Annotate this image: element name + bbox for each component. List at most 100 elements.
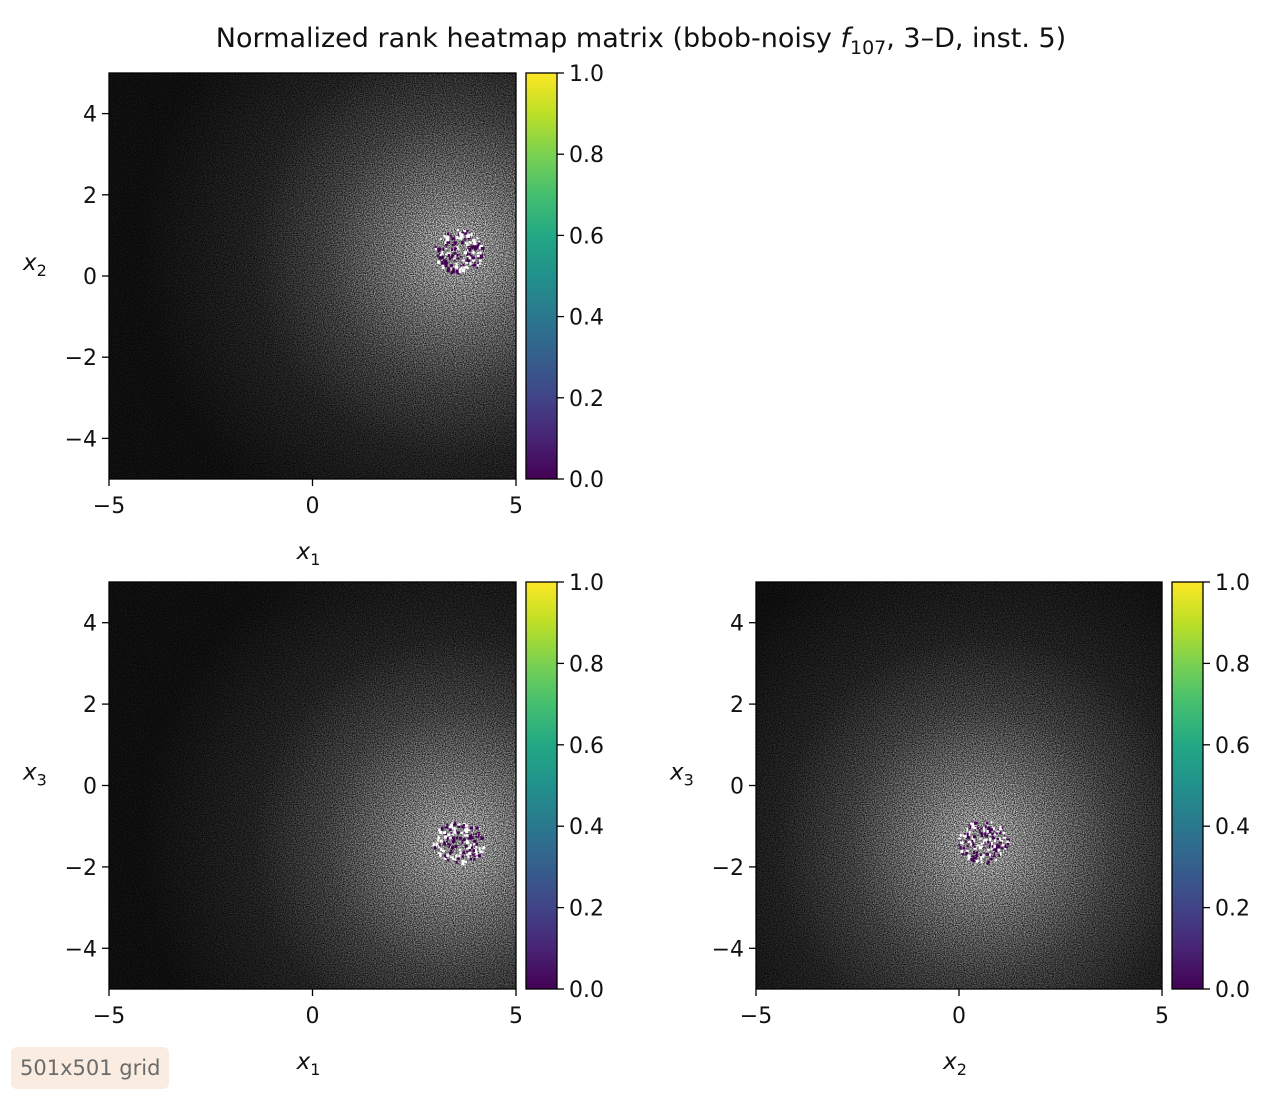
optimum-speckle [471, 256, 475, 260]
optimum-speckle [457, 233, 460, 236]
colorbar-tick-label: 0.4 [569, 815, 604, 840]
optimum-speckle [467, 249, 470, 253]
y-axis-label: x2 [22, 250, 47, 280]
x-tick-label: 5 [509, 494, 523, 519]
optimum-speckle [473, 245, 477, 249]
optimum-region [957, 821, 1011, 865]
optimum-speckle [440, 238, 442, 240]
optimum-speckle [440, 253, 442, 256]
optimum-speckle [453, 257, 456, 260]
colorbar-gradient [1171, 581, 1204, 990]
optimum-speckle [992, 849, 996, 851]
x-tick-label: 0 [306, 494, 320, 519]
optimum-speckle [439, 852, 442, 856]
optimum-speckle [477, 831, 481, 834]
optimum-speckle [447, 267, 450, 269]
optimum-speckle [449, 836, 453, 839]
optimum-speckle [987, 826, 991, 830]
x-tick-label: 0 [306, 1004, 320, 1029]
optimum-speckle [464, 237, 466, 242]
optimum-speckle [989, 854, 992, 857]
y-tick-label: 4 [83, 103, 97, 128]
optimum-speckle [470, 846, 474, 849]
optimum-speckle [444, 843, 447, 846]
optimum-speckle [973, 827, 977, 830]
optimum-speckle [997, 828, 1000, 831]
optimum-speckle [441, 255, 444, 259]
optimum-speckle [986, 821, 989, 825]
optimum-speckle [970, 857, 974, 862]
optimum-speckle [970, 826, 973, 830]
optimum-speckle [987, 860, 991, 863]
colorbar-tick-label: 0.8 [1215, 652, 1250, 677]
optimum-speckle [460, 265, 462, 268]
optimum-speckle [985, 825, 989, 828]
optimum-speckle [469, 826, 474, 830]
figure-title: Normalized rank heatmap matrix (bbob-noi… [216, 23, 1066, 59]
optimum-speckle [980, 845, 984, 848]
optimum-speckle [462, 259, 465, 262]
optimum-speckle [477, 262, 480, 265]
optimum-speckle [478, 262, 481, 265]
optimum-speckle [439, 827, 443, 830]
optimum-speckle [959, 848, 963, 851]
colorbar-tick-label: 0.0 [1215, 978, 1250, 1003]
optimum-speckle [468, 247, 472, 251]
optimum-speckle [973, 850, 976, 855]
optimum-speckle [467, 855, 470, 858]
optimum-speckle [436, 843, 439, 846]
optimum-speckle [995, 849, 998, 853]
optimum-speckle [465, 824, 469, 827]
optimum-speckle [996, 830, 1000, 833]
optimum-speckle [977, 827, 980, 830]
optimum-speckle [980, 827, 983, 830]
optimum-speckle [456, 246, 459, 249]
optimum-speckle [473, 256, 476, 259]
optimum-speckle [456, 254, 459, 257]
optimum-speckle [980, 860, 983, 864]
panel-x1-x2: −5 0 5 −4 −2 0 2 4 x1 x2 0.0 0.2 0.4 0.6 0.8 1.0 [22, 62, 604, 569]
optimum-speckle [1004, 844, 1007, 848]
optimum-speckle [437, 852, 440, 854]
optimum-speckle [457, 831, 461, 834]
optimum-speckle [478, 246, 482, 250]
colorbar-tick-label: 0.8 [569, 143, 604, 168]
optimum-speckle [964, 840, 968, 843]
optimum-speckle [973, 856, 977, 860]
optimum-speckle [983, 830, 986, 833]
optimum-speckle [444, 241, 447, 245]
optimum-speckle [966, 845, 969, 848]
optimum-speckle [971, 822, 974, 826]
optimum-speckle [454, 265, 458, 269]
optimum-speckle [460, 831, 463, 834]
optimum-speckle [443, 855, 447, 857]
colorbar-tick-label: 0.4 [569, 306, 604, 331]
optimum-speckle [474, 855, 478, 858]
optimum-speckle [461, 859, 465, 863]
optimum-speckle [453, 259, 456, 262]
optimum-speckle [478, 240, 481, 243]
optimum-speckle [996, 838, 1000, 840]
optimum-speckle [443, 259, 447, 261]
optimum-speckle [979, 837, 982, 840]
optimum-speckle [998, 831, 1002, 835]
heatmap-noise [109, 582, 516, 989]
optimum-speckle [468, 249, 472, 252]
optimum-speckle [439, 843, 441, 847]
optimum-speckle [466, 842, 470, 845]
optimum-speckle [482, 846, 486, 849]
optimum-speckle [446, 262, 449, 264]
optimum-speckle [453, 830, 456, 834]
optimum-speckle [450, 823, 454, 827]
optimum-speckle [441, 261, 444, 265]
optimum-speckle [453, 823, 457, 826]
colorbar: 0.0 0.2 0.4 0.6 0.8 1.0 [525, 62, 604, 493]
optimum-speckle [463, 834, 467, 837]
optimum-speckle [458, 269, 462, 273]
optimum-speckle [480, 247, 485, 250]
optimum-speckle [995, 848, 999, 851]
optimum-speckle [967, 840, 972, 843]
optimum-speckle [469, 844, 472, 847]
optimum-speckle [449, 843, 451, 846]
